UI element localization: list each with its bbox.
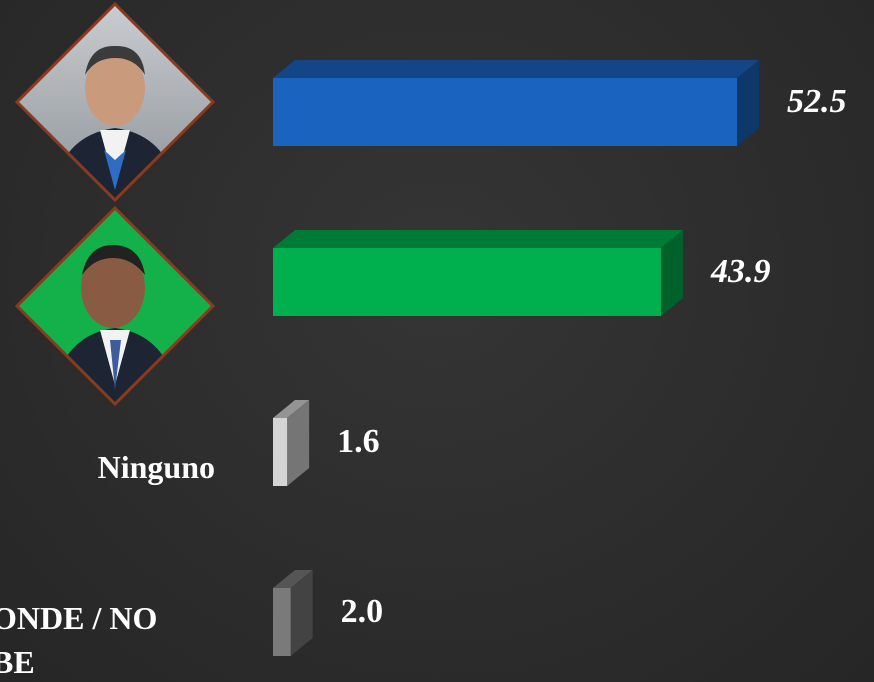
value-label: 2.0 [341,593,384,630]
bar [273,588,291,656]
bar-side [290,570,313,656]
photo-2 [14,205,216,407]
value-label: 52.5 [787,83,847,120]
photo-1 [14,1,216,203]
bar [273,248,661,316]
bar-top [273,400,310,418]
value-label: 43.9 [710,253,771,290]
bar-top [273,60,759,78]
bar-side [737,60,759,146]
category-label: Ninguno [97,449,215,485]
bar-top [273,570,313,588]
bar-top [273,230,683,248]
bar [273,78,737,146]
bar-side [287,400,310,486]
bar [273,418,288,486]
value-label: 1.6 [337,423,380,460]
bar-side [660,230,683,316]
category-label: ONDE / NO BE [0,600,158,680]
